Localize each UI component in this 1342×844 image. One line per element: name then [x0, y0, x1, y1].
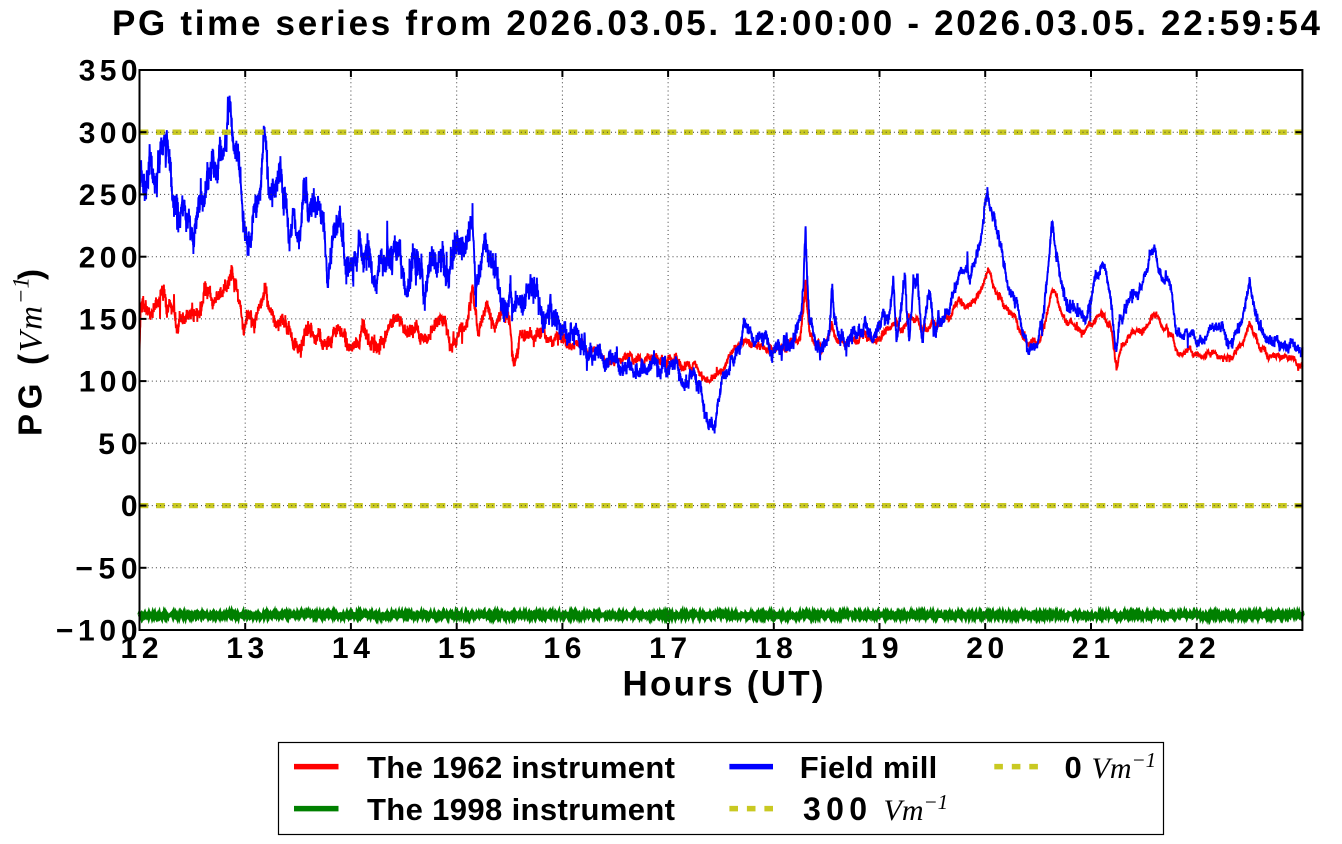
svg-text:−50: −50 — [75, 552, 137, 585]
svg-text:300: 300 — [79, 117, 138, 150]
svg-text:PG time series from 2026.03.05: PG time series from 2026.03.05. 12:00:00… — [112, 4, 1321, 43]
svg-text:0: 0 — [121, 490, 138, 523]
svg-text:350: 350 — [79, 55, 138, 88]
svg-text:): ) — [12, 269, 49, 280]
svg-text:100: 100 — [79, 366, 138, 399]
svg-text:0: 0 — [1065, 750, 1082, 785]
svg-text:200: 200 — [79, 241, 138, 274]
svg-text:Vm: Vm — [14, 306, 50, 352]
svg-text:The 1998 instrument: The 1998 instrument — [367, 792, 675, 827]
svg-text:Hours (UT): Hours (UT) — [623, 665, 824, 704]
svg-text:The 1962 instrument: The 1962 instrument — [367, 750, 675, 785]
svg-text:150: 150 — [79, 304, 138, 337]
svg-text:Field mill: Field mill — [800, 750, 938, 785]
svg-text:−1: −1 — [9, 277, 34, 304]
svg-text:300: 300 — [803, 791, 867, 827]
svg-text:250: 250 — [79, 179, 138, 212]
